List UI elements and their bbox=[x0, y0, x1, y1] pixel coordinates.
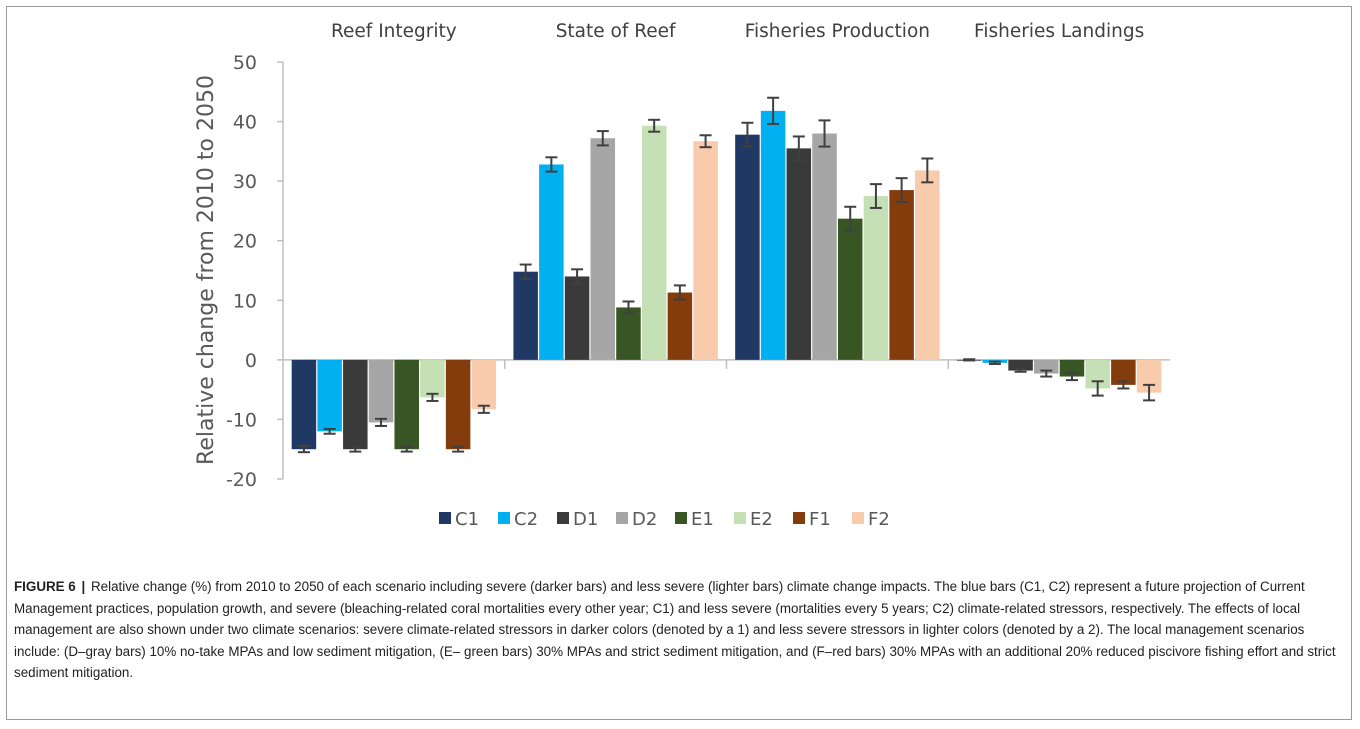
bar-D1 bbox=[1008, 359, 1033, 371]
legend-label-F2: F2 bbox=[868, 509, 890, 530]
y-tick-label: 50 bbox=[233, 52, 257, 74]
bar-D2 bbox=[812, 133, 837, 360]
bar-C2 bbox=[317, 359, 342, 432]
bar-D2 bbox=[590, 138, 616, 360]
bar-D1 bbox=[343, 359, 368, 450]
y-tick-label: 10 bbox=[233, 290, 257, 312]
bar-E1 bbox=[1059, 359, 1085, 377]
bar-F1 bbox=[445, 359, 471, 450]
figure-caption: FIGURE 6 | Relative change (%) from 2010… bbox=[14, 576, 1340, 684]
bar-F1 bbox=[889, 190, 914, 360]
legend-label-F1: F1 bbox=[809, 509, 831, 530]
bar-D1 bbox=[786, 148, 812, 360]
bar-D2 bbox=[1034, 359, 1059, 374]
legend-label-D1: D1 bbox=[573, 509, 598, 530]
category-label: Fisheries Landings bbox=[974, 21, 1144, 42]
bar-F2 bbox=[693, 141, 718, 360]
y-tick-label: 0 bbox=[245, 350, 257, 372]
bar-E2 bbox=[641, 125, 667, 360]
legend-swatch-D2 bbox=[616, 512, 628, 524]
bar-F2 bbox=[471, 359, 497, 410]
y-tick-label: 30 bbox=[233, 171, 257, 193]
bar-E1 bbox=[837, 218, 863, 360]
caption-text: Relative change (%) from 2010 to 2050 of… bbox=[14, 579, 1336, 680]
bar-C1 bbox=[735, 134, 760, 360]
y-axis-title: Relative change from 2010 to 2050 bbox=[194, 75, 219, 465]
bar-F2 bbox=[915, 170, 940, 360]
legend-swatch-C1 bbox=[439, 512, 451, 524]
bar-C1 bbox=[513, 271, 538, 360]
legend-swatch-D1 bbox=[557, 512, 569, 524]
legend-label-E2: E2 bbox=[750, 509, 773, 530]
bar-E1 bbox=[394, 359, 419, 450]
legend-swatch-E1 bbox=[675, 512, 687, 524]
bar-C1 bbox=[291, 359, 317, 450]
figure-label: FIGURE 6 bbox=[14, 579, 76, 594]
category-label: Fisheries Production bbox=[745, 21, 930, 42]
legend-label-C1: C1 bbox=[455, 509, 479, 530]
category-label: Reef Integrity bbox=[331, 21, 457, 42]
bar-C2 bbox=[539, 164, 564, 360]
legend-swatch-F1 bbox=[793, 512, 805, 524]
y-tick-label: 20 bbox=[233, 231, 257, 253]
caption-separator: | bbox=[81, 579, 86, 594]
bar-E2 bbox=[420, 359, 445, 398]
y-tick-label: 40 bbox=[233, 112, 257, 134]
bar-E2 bbox=[863, 196, 889, 360]
legend-label-D2: D2 bbox=[632, 509, 657, 530]
y-tick-label: -10 bbox=[226, 409, 257, 431]
legend-label-C2: C2 bbox=[514, 509, 538, 530]
legend-label-E1: E1 bbox=[691, 509, 714, 530]
figure-frame bbox=[6, 6, 1352, 720]
bar-D2 bbox=[368, 359, 394, 423]
category-label: State of Reef bbox=[556, 21, 676, 42]
bar-F1 bbox=[667, 292, 693, 360]
bar-C2 bbox=[760, 110, 786, 360]
legend-swatch-F2 bbox=[852, 512, 864, 524]
legend-swatch-E2 bbox=[734, 512, 746, 524]
bar-D1 bbox=[564, 276, 590, 360]
bar-E1 bbox=[616, 307, 641, 360]
y-tick-label: -20 bbox=[226, 469, 257, 491]
bar-chart: -20 -10 0 10 20 30 40 50 Relative change from 20… bbox=[194, 21, 1170, 530]
legend-swatch-C2 bbox=[498, 512, 510, 524]
